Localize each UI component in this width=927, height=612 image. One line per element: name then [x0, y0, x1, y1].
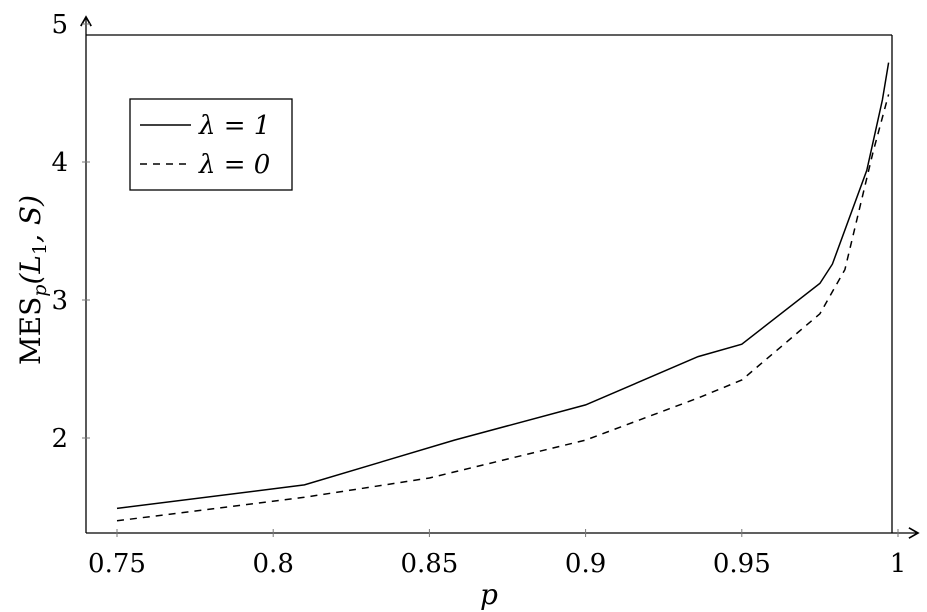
y-label-rest: (L: [14, 255, 47, 285]
x-axis-label: p: [480, 578, 498, 611]
y-tick-label: 4: [51, 148, 68, 178]
legend-box: [129, 98, 293, 191]
legend-label-1: λ = 0: [198, 150, 270, 180]
plot-frame: [80, 15, 920, 539]
y-label-sub: p: [29, 285, 51, 297]
x-tick-label: 0.85: [400, 549, 458, 579]
y-label-main: MES: [14, 297, 47, 365]
y-axis-label: MESp(L1, S): [14, 195, 51, 365]
y-tick-label: 3: [51, 286, 68, 316]
x-tick-label: 0.8: [253, 549, 294, 579]
x-tick-label: 1: [890, 549, 907, 579]
x-tick-label: 0.9: [565, 549, 606, 579]
legend: λ = 1 λ = 0: [129, 98, 293, 191]
series-line-dashed: [116, 94, 890, 522]
y-tick-label: 2: [51, 424, 68, 454]
y-tick-label: 5: [51, 10, 68, 40]
legend-label-0: λ = 1: [198, 111, 270, 141]
x-tick-label: 0.75: [88, 549, 146, 579]
series-line-solid: [116, 62, 890, 510]
y-label-sub2: 1: [29, 243, 51, 255]
x-tick-label: 0.95: [713, 549, 771, 579]
y-label-tail: , S): [14, 195, 47, 243]
